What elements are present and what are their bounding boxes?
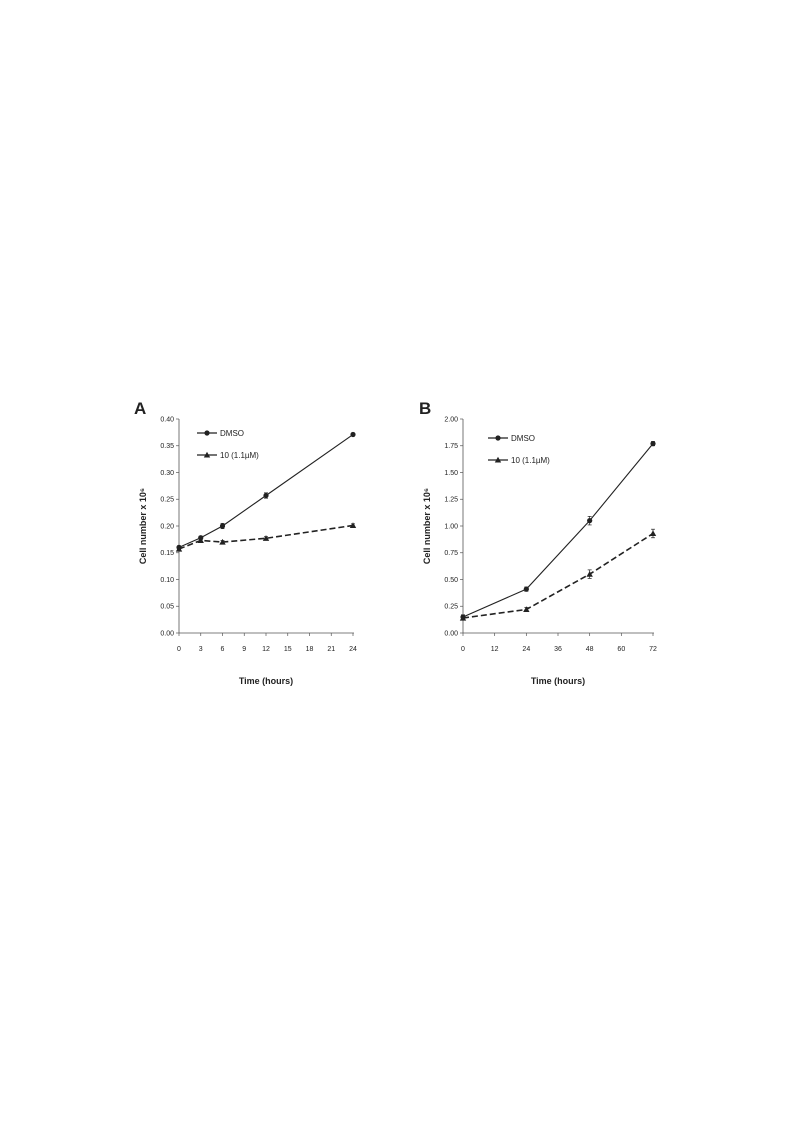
panel-b-x-tick-label: 12 [491,646,499,653]
panel-a-y-tick-label: 0.15 [160,550,174,557]
panel-a-legend-label: DMSO [220,429,244,438]
panel-b-y-tick-label: 1.25 [444,497,458,504]
panel-b-series-line-dmso [462,443,654,618]
panel-b-y-tick-label: 0.00 [444,630,458,637]
panel-b-y-tick-label: 0.50 [444,577,458,584]
panel-b-legend-label: 10 (1.1µM) [511,456,550,465]
panel-a-x-axis-title: Time (hours) [239,676,293,686]
panel-a-legend-marker [203,451,211,458]
panel-b-data-point-dmso [523,586,529,592]
panel-b-x-tick-label: 72 [649,646,657,653]
panel-a-x-tick-label: 6 [221,646,225,653]
panel-b-x-tick-label: 0 [461,646,465,653]
panel-b-x-tick-label: 24 [522,646,530,653]
panel-a-x-tick-label: 15 [284,646,292,653]
panel-a-data-point-10-1-1-m [175,545,183,552]
panel-a-y-tick-label: 0.20 [160,523,174,530]
panel-a-y-tick-label: 0.35 [160,443,174,450]
panel-b-data-point-dmso [650,441,656,447]
panel-b-y-axis-title: Cell number x 10⁶ [422,488,432,564]
panel-a-y-axis-title: Cell number x 10⁶ [138,488,148,564]
panel-b-y-tick-label: 1.00 [444,523,458,530]
panel-a-x-tick-label: 3 [199,646,203,653]
panel-a-data-point-dmso [219,523,226,529]
panel-a-y-tick-label: 0.05 [160,604,174,611]
panel-a-legend: DMSO 10 (1.1µM) [197,429,259,460]
panel-a-x-tick-label: 24 [349,646,357,653]
panel-b-letter: B [419,399,431,418]
panel-a-legend-label: 10 (1.1µM) [220,451,259,460]
panel-a-y-tick-label: 0.00 [160,630,174,637]
panel-b-data-point-10-1-1-m [649,530,657,537]
panel-a-chart: A 0.00 0.05 0.10 0.15 0.20 0.25 0.30 0.35 0.40 0 3 6… [134,399,357,686]
panel-b-y-tick-label: 2.00 [444,416,458,423]
panel-a-legend-marker [204,430,210,436]
panel-a-y-tick-label: 0.10 [160,577,174,584]
panel-b-y-tick-label: 0.75 [444,550,458,557]
panel-a-data-point-dmso [350,431,356,438]
panel-a-data-point-dmso [263,492,269,499]
panel-a-x-tick-label: 9 [242,646,246,653]
panel-a-y-tick-label: 0.40 [160,416,174,423]
panel-b-x-tick-label: 60 [617,646,625,653]
panel-a-data-point-10-1-1-m [197,537,204,544]
panel-a-data-point-10-1-1-m [262,535,270,541]
panel-a-x-tick-label: 0 [177,646,181,653]
panel-a-data-point-10-1-1-m [219,538,226,545]
panel-b-y-tick-label: 1.50 [444,470,458,477]
panel-a-x-tick-label: 12 [262,646,270,653]
panel-b-y-tick-label: 0.25 [444,604,458,611]
panel-a-data-point-10-1-1-m [349,522,357,529]
panel-a-x-tick-label: 21 [327,646,335,653]
panel-b-x-tick-label: 48 [586,646,594,653]
panel-b-legend-label: DMSO [511,434,535,443]
panel-b-data-point-10-1-1-m [586,570,593,577]
panel-a-letter: A [134,399,146,418]
panel-a-series-10-1-1-m [175,522,357,552]
panel-a-series-line-dmso [178,434,354,548]
panel-a-x-tick-label: 18 [306,646,314,653]
panel-b-series-line-10-1-1-m [462,532,654,619]
panel-b-data-point-10-1-1-m [459,614,467,621]
panel-b-x-axis-title: Time (hours) [531,676,585,686]
panel-a-series-dmso [176,431,356,551]
panel-b-data-point-dmso [587,518,593,524]
panel-a-y-tick-label: 0.25 [160,497,174,504]
panel-b-legend: DMSO 10 (1.1µM) [488,434,550,465]
panel-b-y-tick-label: 1.75 [444,443,458,450]
panel-b-chart: B 0.00 0.25 0.50 0.75 1.00 1.25 1.50 1.75 2.00 0 12… [419,399,657,686]
panel-b-legend-marker [494,456,502,463]
panel-a-y-tick-label: 0.30 [160,470,174,477]
panel-b-series-dmso [460,441,656,620]
panel-b-data-point-10-1-1-m [523,606,530,613]
panel-b-legend-marker [495,435,501,441]
panel-b-series-10-1-1-m [459,528,657,621]
panel-b-x-tick-label: 36 [554,646,562,653]
